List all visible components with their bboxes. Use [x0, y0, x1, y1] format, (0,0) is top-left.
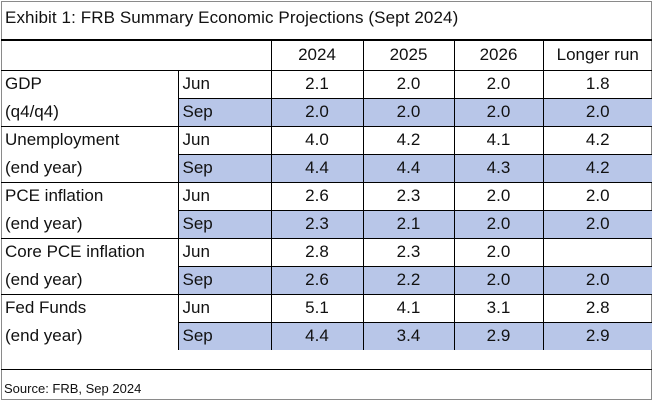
value-cell: 2.0 [543, 209, 652, 239]
value-cell: 3.1 [454, 294, 544, 322]
value-cell: 2.3 [363, 238, 455, 266]
header-corner [1, 40, 272, 71]
value-cell: 4.2 [363, 126, 455, 154]
table-row: Unemployment Jun 4.0 4.2 4.1 4.2 [1, 126, 652, 154]
table-row: Fed Funds Jun 5.1 4.1 3.1 2.8 [1, 294, 652, 322]
value-cell: 4.4 [271, 321, 364, 350]
row-label: (end year) [1, 154, 179, 183]
value-cell: 2.0 [454, 70, 544, 98]
value-cell: 2.8 [585, 298, 610, 317]
table-row: (q4/q4) Sep 2.0 2.0 2.0 2.0 [1, 97, 652, 127]
value-cell: 5.1 [271, 294, 364, 322]
value-cell: 4.1 [363, 294, 455, 322]
row-label: (end year) [1, 322, 179, 350]
value-cell: 4.1 [454, 126, 544, 154]
value-cell [543, 238, 652, 266]
exhibit-title: Exhibit 1: FRB Summary Economic Projecti… [5, 8, 459, 27]
column-header-2024: 2024 [271, 40, 364, 71]
value-cell: 4.2 [543, 153, 652, 183]
value-cell: 2.8 [271, 238, 364, 266]
table-row: (end year) Sep 4.4 4.4 4.3 4.2 [1, 153, 652, 183]
table-row: (end year) Sep 2.3 2.1 2.0 2.0 [1, 209, 652, 239]
value-cell: 2.0 [585, 186, 610, 205]
table-row: GDP Jun 2.1 2.0 2.0 1.8 [1, 70, 652, 98]
value-cell: 2.0 [363, 97, 455, 127]
row-label: (end year) [1, 210, 179, 239]
period-label: Sep [178, 209, 272, 239]
table-row: Core PCE inflation Jun 2.8 2.3 2.0 [1, 238, 652, 266]
value-cell: 4.0 [271, 126, 364, 154]
column-header-2025: 2025 [363, 40, 455, 71]
period-label: Jun [178, 294, 272, 322]
value-cell: 4.4 [271, 153, 364, 183]
value-cell: 2.9 [454, 321, 544, 350]
value-cell: 1.8 [585, 74, 610, 93]
value-cell: 2.0 [271, 97, 364, 127]
period-label: Sep [178, 265, 272, 295]
column-header-2026: 2026 [454, 40, 544, 71]
period-label: Jun [178, 70, 272, 98]
value-cell: 2.1 [363, 209, 455, 239]
table-bottom-divider [1, 369, 652, 370]
value-cell: 2.0 [454, 238, 544, 266]
period-label: Jun [178, 126, 272, 154]
value-cell: 2.3 [271, 209, 364, 239]
row-label: GDP [1, 70, 179, 98]
header-row: 2024 2025 2026 Longer run [1, 40, 652, 71]
value-cell: 2.0 [454, 265, 544, 295]
row-label: PCE inflation [1, 182, 179, 210]
value-cell: 2.0 [454, 97, 544, 127]
column-header-longer-run: Longer run [543, 40, 652, 71]
table-row: (end year) Sep 2.6 2.2 2.0 2.0 [1, 265, 652, 295]
value-cell: 2.0 [363, 70, 455, 98]
value-cell: 2.2 [363, 265, 455, 295]
value-cell: 4.3 [454, 153, 544, 183]
row-label: Unemployment [1, 126, 179, 154]
table-row: PCE inflation Jun 2.6 2.3 2.0 2.0 [1, 182, 652, 210]
value-cell: 2.1 [271, 70, 364, 98]
row-label: (end year) [1, 266, 179, 295]
value-cell: 2.9 [543, 321, 652, 350]
value-cell: 2.6 [271, 265, 364, 295]
period-label: Sep [178, 97, 272, 127]
value-cell: 2.6 [271, 182, 364, 210]
value-cell: 2.0 [543, 97, 652, 127]
period-label: Jun [178, 238, 272, 266]
value-cell: 4.2 [585, 130, 610, 149]
projections-table: 2024 2025 2026 Longer run GDP Jun 2.1 2.… [1, 40, 652, 350]
row-label: (q4/q4) [1, 98, 179, 127]
row-label: Core PCE inflation [1, 238, 179, 266]
value-cell: 4.4 [363, 153, 455, 183]
value-cell: 3.4 [363, 321, 455, 350]
period-label: Sep [178, 153, 272, 183]
value-cell: 2.0 [543, 265, 652, 295]
value-cell: 2.0 [454, 182, 544, 210]
value-cell: 2.3 [363, 182, 455, 210]
period-label: Sep [178, 321, 272, 350]
value-cell: 2.0 [454, 209, 544, 239]
period-label: Jun [178, 182, 272, 210]
table-row: (end year) Sep 4.4 3.4 2.9 2.9 [1, 321, 652, 350]
row-label: Fed Funds [1, 294, 179, 322]
source-note: Source: FRB, Sep 2024 [4, 381, 142, 396]
